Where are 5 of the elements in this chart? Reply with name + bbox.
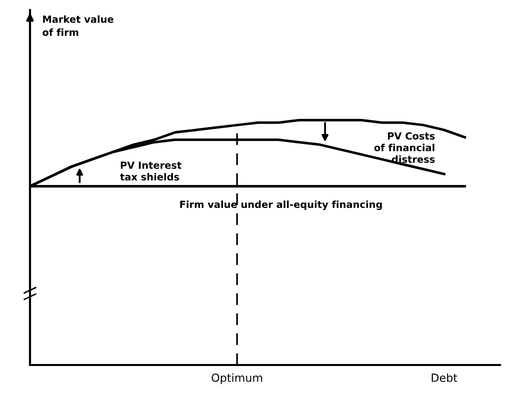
- text: Market value of firm: [42, 15, 114, 36]
- annotation: Firm value under all-equity financing: [180, 200, 382, 210]
- x-tick-label: Optimum: [212, 373, 262, 384]
- annotation: PV Interest tax shields: [120, 162, 182, 181]
- x-tick-label: Debt: [432, 373, 458, 382]
